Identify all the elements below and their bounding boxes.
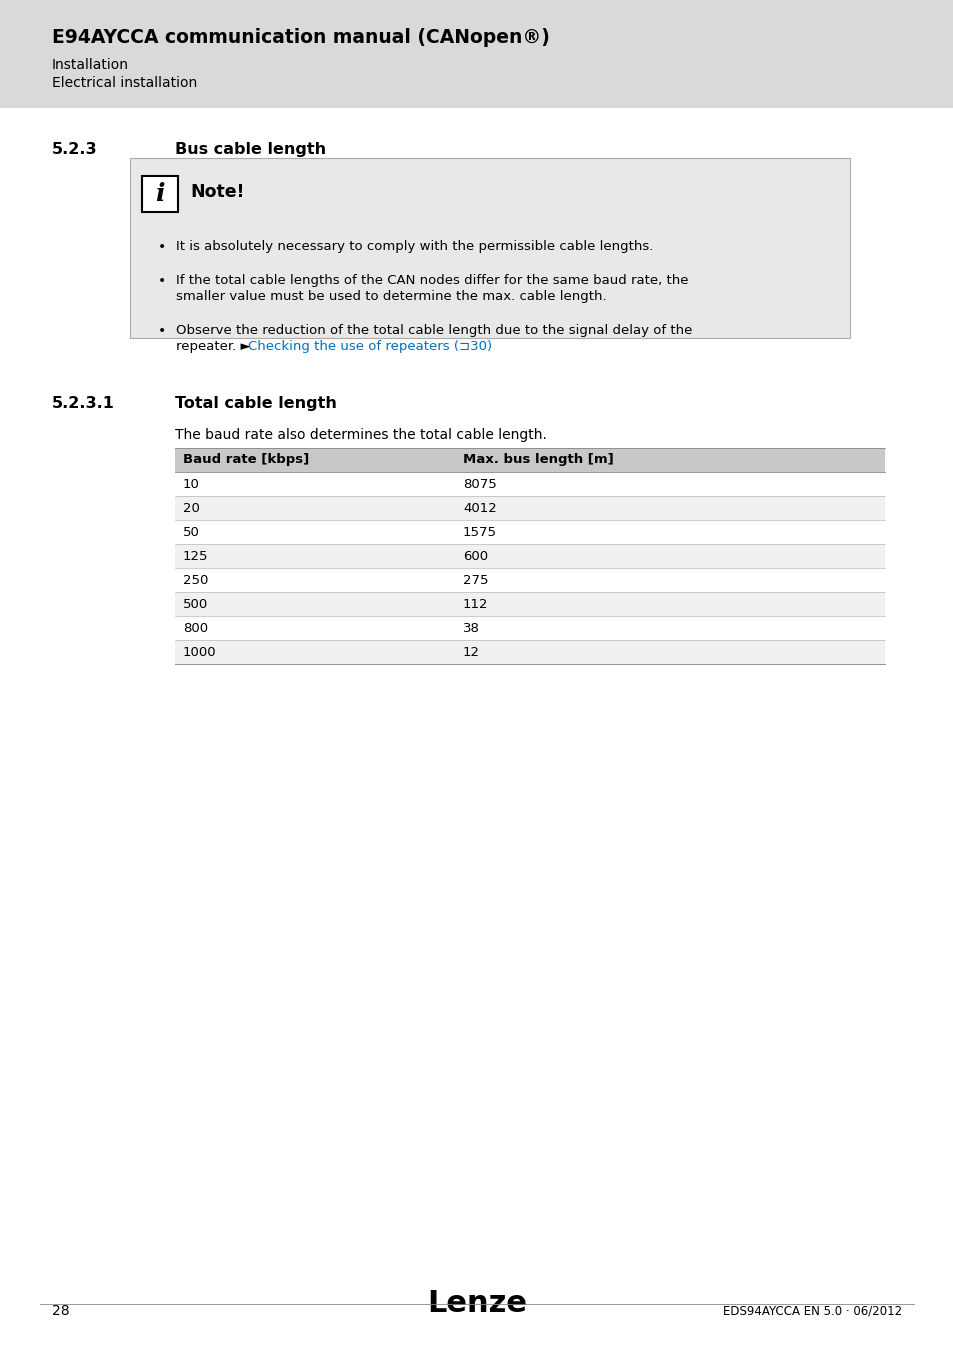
- Bar: [174, 495, 884, 520]
- Text: 8075: 8075: [462, 478, 497, 490]
- Text: smaller value must be used to determine the max. cable length.: smaller value must be used to determine …: [175, 290, 606, 302]
- Bar: [174, 593, 884, 616]
- Text: 1575: 1575: [462, 525, 497, 539]
- Text: 10: 10: [183, 478, 200, 490]
- Text: Installation: Installation: [52, 58, 129, 72]
- Bar: [0, 0, 953, 108]
- Text: 275: 275: [462, 574, 488, 586]
- Bar: [174, 544, 884, 568]
- Text: •: •: [158, 240, 166, 254]
- Bar: [142, 176, 178, 212]
- Text: Max. bus length [m]: Max. bus length [m]: [462, 454, 613, 467]
- Text: Checking the use of repeaters (⊐30): Checking the use of repeaters (⊐30): [248, 340, 492, 352]
- Text: 4012: 4012: [462, 501, 497, 514]
- Text: i: i: [155, 182, 165, 207]
- Bar: [174, 448, 884, 472]
- Text: 5.2.3.1: 5.2.3.1: [52, 396, 114, 410]
- Text: If the total cable lengths of the CAN nodes differ for the same baud rate, the: If the total cable lengths of the CAN no…: [175, 274, 688, 288]
- Text: •: •: [158, 274, 166, 288]
- FancyBboxPatch shape: [130, 158, 849, 338]
- Text: 125: 125: [183, 549, 209, 563]
- Text: Total cable length: Total cable length: [174, 396, 336, 410]
- Text: •: •: [158, 324, 166, 338]
- Text: E94AYCCA communication manual (CANopen®): E94AYCCA communication manual (CANopen®): [52, 28, 549, 47]
- Bar: [174, 472, 884, 495]
- Text: Observe the reduction of the total cable length due to the signal delay of the: Observe the reduction of the total cable…: [175, 324, 692, 338]
- Text: 28: 28: [52, 1304, 70, 1318]
- Text: Bus cable length: Bus cable length: [174, 142, 326, 157]
- Text: 12: 12: [462, 645, 479, 659]
- Text: 20: 20: [183, 501, 200, 514]
- Text: Note!: Note!: [190, 184, 244, 201]
- Text: It is absolutely necessary to comply with the permissible cable lengths.: It is absolutely necessary to comply wit…: [175, 240, 653, 252]
- Text: 38: 38: [462, 621, 479, 634]
- Text: 112: 112: [462, 598, 488, 610]
- Text: Electrical installation: Electrical installation: [52, 76, 197, 90]
- Text: The baud rate also determines the total cable length.: The baud rate also determines the total …: [174, 428, 546, 441]
- Text: 50: 50: [183, 525, 200, 539]
- Bar: [174, 616, 884, 640]
- Text: 5.2.3: 5.2.3: [52, 142, 97, 157]
- Text: Lenze: Lenze: [427, 1289, 526, 1318]
- Bar: [174, 568, 884, 593]
- Text: repeater. ►: repeater. ►: [175, 340, 254, 352]
- Bar: [174, 520, 884, 544]
- Text: 250: 250: [183, 574, 208, 586]
- Text: 1000: 1000: [183, 645, 216, 659]
- Text: 500: 500: [183, 598, 208, 610]
- Text: 800: 800: [183, 621, 208, 634]
- Text: EDS94AYCCA EN 5.0 · 06/2012: EDS94AYCCA EN 5.0 · 06/2012: [722, 1305, 901, 1318]
- Bar: [174, 640, 884, 664]
- Text: Baud rate [kbps]: Baud rate [kbps]: [183, 454, 309, 467]
- Text: 600: 600: [462, 549, 488, 563]
